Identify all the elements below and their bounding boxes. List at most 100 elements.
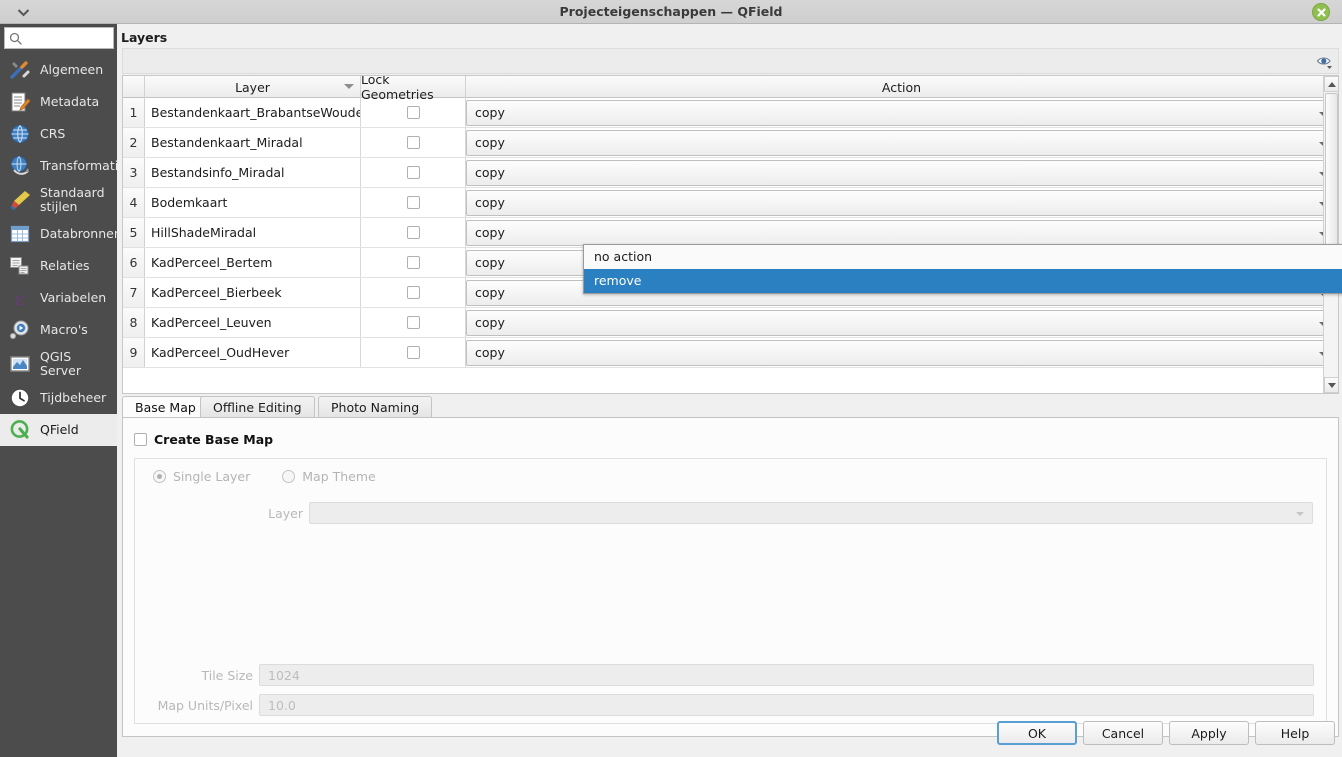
lock-geometries-checkbox[interactable] — [406, 196, 420, 209]
row-action-cell[interactable]: copy — [466, 158, 1338, 187]
table-row[interactable]: 3 Bestandsinfo_Miradal copy — [123, 158, 1338, 188]
table-row[interactable]: 9 KadPerceel_OudHever copy — [123, 338, 1338, 368]
row-layer-name: KadPerceel_OudHever — [145, 338, 361, 367]
sidebar-item-algemeen[interactable]: Algemeen — [0, 54, 117, 86]
row-layer-name: KadPerceel_Bierbeek — [145, 278, 361, 307]
sidebar-item-standaard-stijlen[interactable]: Standaard stijlen — [0, 182, 117, 218]
row-lock-cell[interactable] — [361, 128, 466, 157]
row-lock-cell[interactable] — [361, 338, 466, 367]
sidebar-item-variabelen[interactable]: ε Variabelen — [0, 282, 117, 314]
row-lock-cell[interactable] — [361, 188, 466, 217]
action-combobox[interactable]: copy — [466, 189, 1338, 216]
dropdown-option-no-action[interactable]: no action — [594, 249, 653, 264]
action-combobox[interactable]: copy — [466, 159, 1338, 186]
map-theme-label: Map Theme — [302, 469, 376, 484]
row-number: 4 — [123, 188, 145, 217]
page-title: Layers — [121, 30, 168, 45]
single-layer-radio[interactable] — [153, 470, 166, 483]
lock-geometries-checkbox[interactable] — [406, 346, 420, 359]
sidebar-item-qfield[interactable]: QField — [0, 414, 117, 446]
table-header-lock-geometries[interactable]: Lock Geometries — [361, 76, 466, 102]
action-combobox-value: copy — [475, 225, 505, 240]
row-lock-cell[interactable] — [361, 98, 466, 127]
create-base-map-checkbox[interactable] — [134, 433, 147, 446]
map-units-pixel-input[interactable]: 10.0 — [259, 694, 1314, 716]
tab-photo-naming[interactable]: Photo Naming — [318, 396, 433, 418]
row-action-cell[interactable]: copy — [466, 128, 1338, 157]
lock-geometries-checkbox[interactable] — [406, 316, 420, 329]
row-action-cell[interactable]: copy — [466, 338, 1338, 367]
tab-base-map[interactable]: Base Map — [122, 396, 209, 419]
action-combobox-value: copy — [475, 195, 505, 210]
map-theme-radio[interactable] — [282, 470, 296, 483]
row-action-cell[interactable]: copy — [466, 188, 1338, 217]
lock-geometries-checkbox[interactable] — [406, 286, 420, 299]
action-combobox[interactable]: copy — [466, 339, 1338, 366]
action-combobox[interactable]: copy — [466, 99, 1338, 126]
table-row[interactable]: 2 Bestandenkaart_Miradal copy — [123, 128, 1338, 158]
row-lock-cell[interactable] — [361, 158, 466, 187]
sidebar-item-databronnen[interactable]: Databronnen — [0, 218, 122, 250]
create-base-map-row[interactable]: Create Base Map — [134, 432, 273, 447]
search-input[interactable] — [25, 30, 109, 46]
row-action-cell[interactable]: copy — [466, 98, 1338, 127]
action-dropdown-popup[interactable]: no action remove — [583, 244, 1342, 294]
sidebar-item-macros[interactable]: Macro's — [0, 314, 117, 346]
row-lock-cell[interactable] — [361, 308, 466, 337]
action-combobox[interactable]: copy — [466, 129, 1338, 156]
table-row[interactable]: 4 Bodemkaart copy — [123, 188, 1338, 218]
globe-transform-icon — [8, 154, 32, 178]
create-base-map-label: Create Base Map — [154, 432, 274, 447]
row-number: 8 — [123, 308, 145, 337]
triangle-up-icon — [1327, 81, 1336, 87]
table-header-layer[interactable]: Layer — [145, 76, 361, 98]
lock-geometries-checkbox[interactable] — [406, 106, 420, 119]
apply-button[interactable]: Apply — [1169, 721, 1249, 745]
table-header-action[interactable]: Action — [466, 76, 1338, 98]
row-lock-cell[interactable] — [361, 218, 466, 247]
sidebar-item-crs[interactable]: CRS — [0, 118, 117, 150]
lock-geometries-checkbox[interactable] — [406, 256, 420, 269]
sidebar-item-tijdbeheer[interactable]: Tijdbeheer — [0, 382, 117, 414]
search-input-wrapper[interactable] — [4, 27, 114, 49]
lock-geometries-checkbox[interactable] — [406, 166, 420, 179]
sidebar-item-label: Variabelen — [40, 290, 107, 305]
visibility-eye-icon[interactable] — [1314, 51, 1336, 73]
base-map-mode-radios[interactable]: Single Layer Map Theme — [153, 469, 376, 484]
action-combobox[interactable]: copy — [466, 309, 1338, 336]
close-icon[interactable] — [1312, 3, 1330, 21]
tile-size-input[interactable]: 1024 — [259, 664, 1314, 686]
map-units-pixel-label: Map Units/Pixel — [157, 697, 253, 713]
chevron-down-icon[interactable] — [12, 4, 34, 20]
layer-select[interactable] — [309, 502, 1313, 524]
sidebar-item-metadata[interactable]: Metadata — [0, 86, 117, 118]
sidebar-item-qgis-server[interactable]: QGIS Server — [0, 346, 117, 382]
ok-button[interactable]: OK — [997, 721, 1077, 745]
sidebar: Algemeen Metadata — [0, 24, 132, 757]
scroll-up-button[interactable] — [1324, 76, 1338, 92]
sidebar-item-transformaties[interactable]: Transformaties — [0, 150, 132, 182]
table-header-action-label: Action — [881, 79, 922, 95]
tab-offline-editing[interactable]: Offline Editing — [200, 396, 315, 418]
row-action-cell[interactable]: copy — [466, 308, 1338, 337]
scroll-down-button[interactable] — [1324, 377, 1338, 393]
table-header-corner — [123, 76, 145, 98]
tools-icon — [8, 58, 32, 82]
help-button[interactable]: Help — [1255, 721, 1335, 745]
row-lock-cell[interactable] — [361, 248, 466, 277]
table-vertical-scrollbar[interactable] — [1323, 76, 1338, 393]
lock-geometries-checkbox[interactable] — [406, 136, 420, 149]
sidebar-item-relaties[interactable]: Relaties — [0, 250, 117, 282]
row-lock-cell[interactable] — [361, 278, 466, 307]
table-row[interactable]: 8 KadPerceel_Leuven copy — [123, 308, 1338, 338]
row-number: 9 — [123, 338, 145, 367]
dropdown-option-remove[interactable]: remove — [584, 269, 1342, 293]
row-number: 7 — [123, 278, 145, 307]
row-action-cell[interactable]: copy — [466, 218, 1338, 247]
lock-geometries-checkbox[interactable] — [406, 226, 420, 239]
svg-text:ε: ε — [15, 288, 25, 310]
action-combobox[interactable]: copy — [466, 219, 1338, 246]
cancel-button[interactable]: Cancel — [1083, 721, 1163, 745]
table-row[interactable]: 1 Bestandenkaart_BrabantseWouden copy — [123, 98, 1338, 128]
